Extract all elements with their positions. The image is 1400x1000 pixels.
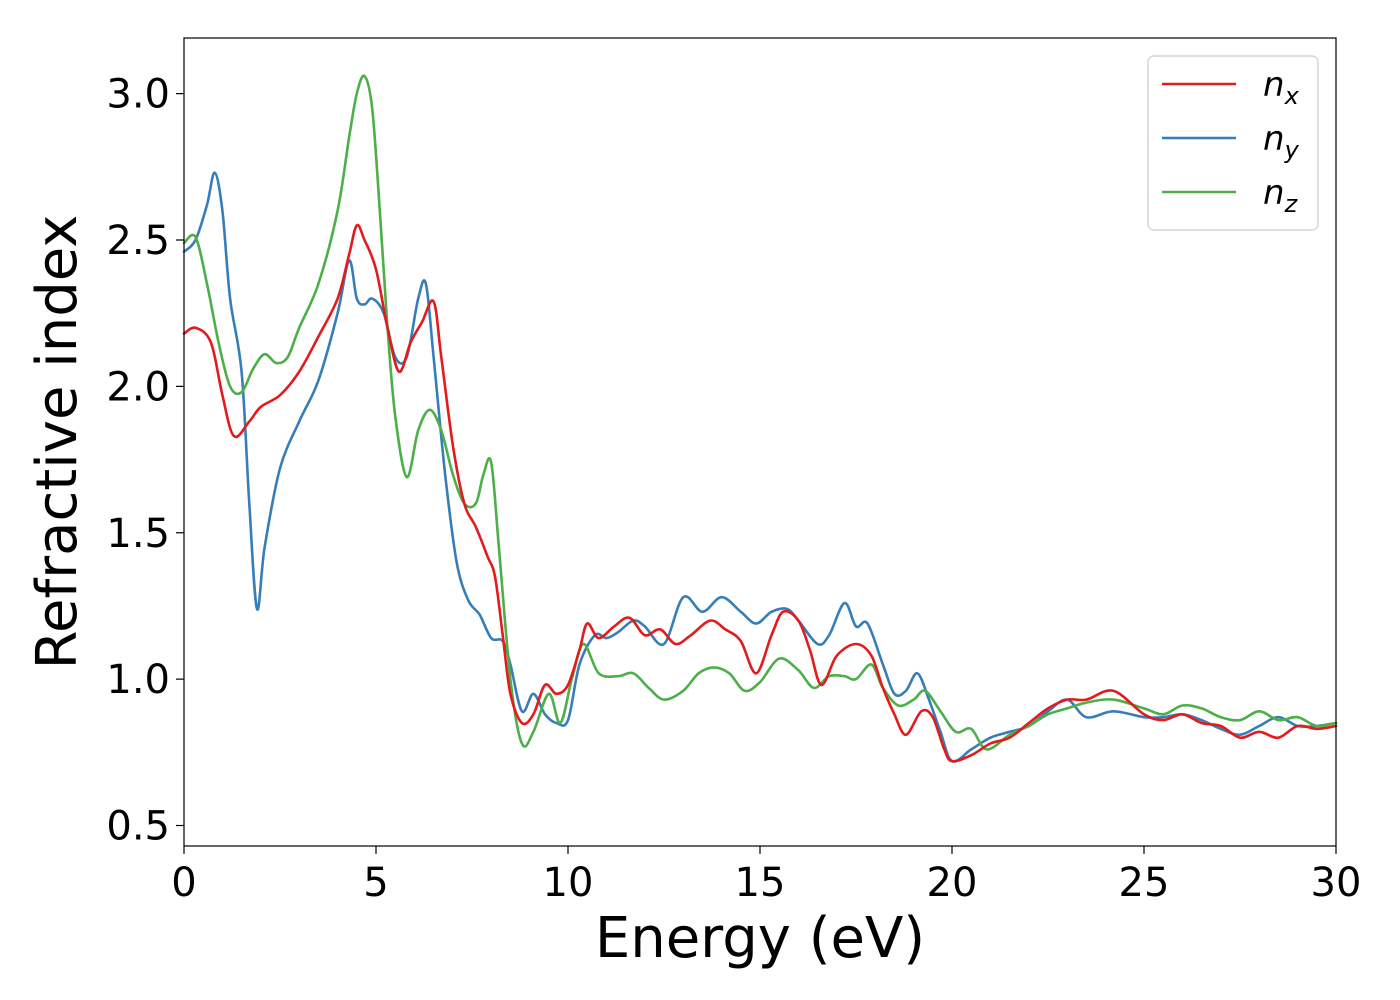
x-tick-label: 20 bbox=[927, 860, 978, 906]
series-line-n-z bbox=[182, 74, 1338, 751]
y-tick-label: 1.0 bbox=[106, 657, 170, 703]
legend-label-n-z: nz bbox=[1263, 173, 1299, 218]
y-axis-ticks: 0.5 1.0 1.5 2.0 2.5 3.0 bbox=[106, 72, 184, 850]
y-tick-label: 3.0 bbox=[106, 72, 170, 118]
x-tick-label: 5 bbox=[363, 860, 388, 906]
x-axis-ticks: 0 5 10 15 20 25 30 bbox=[171, 846, 1361, 906]
series-lines bbox=[182, 74, 1338, 763]
legend: nx ny nz bbox=[1147, 55, 1319, 231]
y-tick-label: 2.5 bbox=[106, 218, 170, 264]
series-line-n-x bbox=[182, 223, 1338, 763]
x-tick-label: 10 bbox=[543, 860, 594, 906]
x-tick-label: 0 bbox=[171, 860, 196, 906]
y-tick-label: 0.5 bbox=[106, 804, 170, 850]
legend-box bbox=[1147, 55, 1319, 231]
legend-label-n-y: ny bbox=[1263, 119, 1300, 164]
x-tick-label: 15 bbox=[735, 860, 786, 906]
y-tick-label: 1.5 bbox=[106, 511, 170, 557]
y-axis-label: Refractive index bbox=[25, 215, 90, 670]
x-tick-label: 30 bbox=[1311, 860, 1362, 906]
y-tick-label: 2.0 bbox=[106, 364, 170, 410]
x-tick-label: 25 bbox=[1119, 860, 1170, 906]
series-line-n-y bbox=[182, 171, 1338, 763]
x-axis-label: Energy (eV) bbox=[595, 906, 925, 971]
legend-label-n-x: nx bbox=[1263, 65, 1300, 110]
